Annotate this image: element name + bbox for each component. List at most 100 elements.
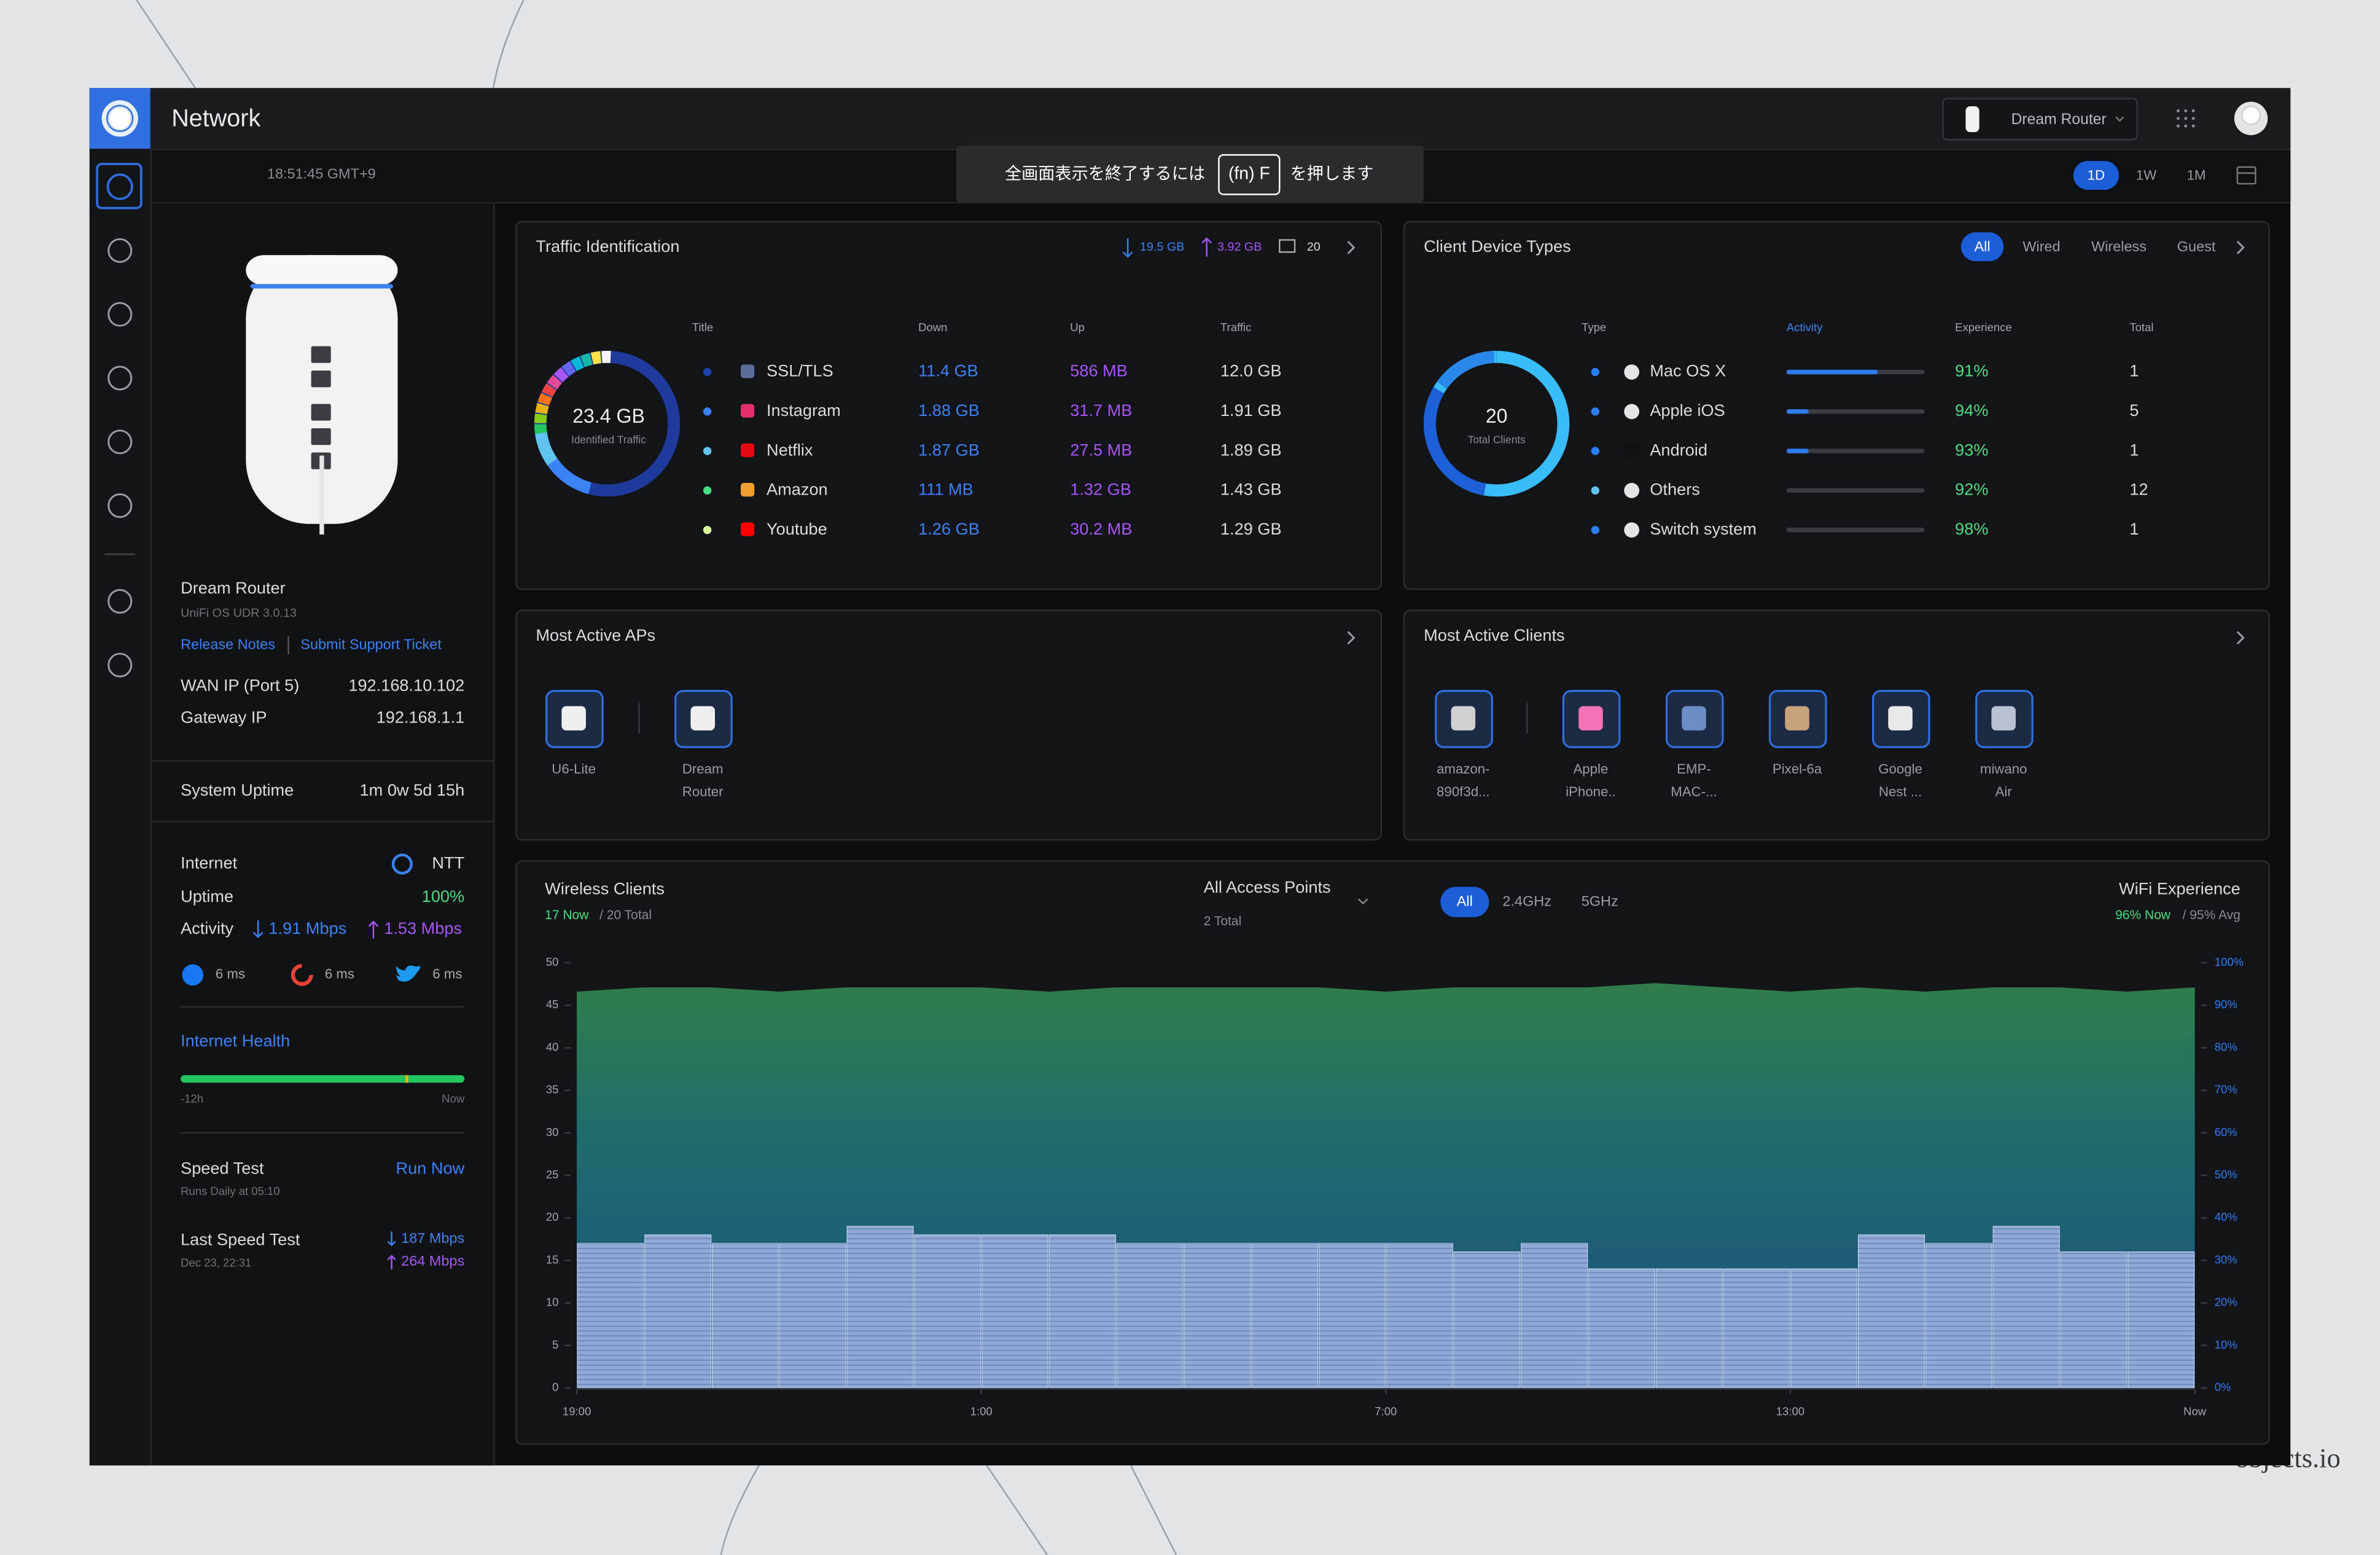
link[interactable]: Submit Support Ticket <box>300 636 442 652</box>
bar-texture <box>1251 1243 1318 1389</box>
filter-button[interactable]: Guest <box>2177 238 2216 254</box>
column-header: Title <box>692 321 713 334</box>
traffic-up: 3.92 GB <box>1217 240 1262 254</box>
app-title: Network <box>171 105 260 132</box>
y-tick-label: 0 <box>552 1381 558 1393</box>
legend-dot <box>1591 447 1600 455</box>
range-button[interactable]: 1M <box>2187 168 2206 183</box>
ap-total: 2 Total <box>1204 914 1241 928</box>
chevron-right <box>1347 631 1356 645</box>
range-button[interactable]: 1D <box>2088 168 2105 183</box>
range-button[interactable]: 1W <box>2136 168 2156 183</box>
os-name: Others <box>1650 480 1700 499</box>
experience-avg: / 95% Avg <box>2182 908 2240 922</box>
twitter-icon <box>396 965 421 982</box>
y-tick-label: 50 <box>546 955 559 968</box>
top-bar <box>89 88 2291 149</box>
bar-texture <box>1184 1243 1250 1389</box>
total-value: 5 <box>2129 401 2139 420</box>
chart-title-right: WiFi Experience <box>2119 879 2241 898</box>
bar-texture <box>1588 1269 1655 1389</box>
card <box>515 609 1383 841</box>
nav-icon <box>107 589 133 614</box>
os-icon <box>1624 522 1640 538</box>
donut-segment <box>547 458 592 495</box>
donut-segment <box>534 424 547 434</box>
legend-dot <box>703 447 712 455</box>
activity-track <box>1786 448 1925 453</box>
section-link[interactable]: Internet Health <box>181 1031 290 1050</box>
filter-button[interactable]: All <box>1974 238 1990 254</box>
band-button[interactable]: 2.4GHz <box>1502 893 1551 909</box>
bar-texture <box>1049 1234 1116 1389</box>
field-note: Runs Daily at 05:10 <box>181 1185 280 1197</box>
legend-dot <box>703 367 712 377</box>
card <box>515 221 1383 590</box>
donut-segment <box>1424 387 1486 496</box>
bar-texture <box>577 1243 644 1389</box>
experience-value: 93% <box>1955 440 1988 459</box>
field-label: Activity <box>181 919 233 938</box>
app-icon <box>740 482 755 497</box>
column-header: Experience <box>1955 321 2012 334</box>
up-value: 30.2 MB <box>1070 519 1132 538</box>
ap-filter[interactable]: All Access Points <box>1204 877 1331 896</box>
donut-total: 23.4 GB <box>572 405 645 427</box>
filter-button[interactable]: Wired <box>2023 238 2060 254</box>
bar-texture <box>1723 1269 1790 1389</box>
avatar-inner <box>2241 105 2261 125</box>
column-header: Down <box>918 321 947 334</box>
device-name: Dream Router <box>181 578 286 597</box>
os-icon <box>1624 482 1640 498</box>
app-name: Amazon <box>767 480 828 499</box>
column-header: Activity <box>1787 321 1823 334</box>
device-glyph <box>690 706 715 730</box>
donut-segment <box>571 356 584 372</box>
bar-texture <box>1656 1269 1723 1389</box>
donut-segment <box>535 402 549 415</box>
down-value: 111 MB <box>918 480 973 499</box>
donut-segment <box>534 413 547 423</box>
band-button[interactable]: All <box>1457 893 1473 909</box>
donut-label: Total Clients <box>1468 433 1526 445</box>
field-value: 100% <box>422 887 464 906</box>
bar-texture <box>847 1226 913 1389</box>
activity-track <box>1786 527 1925 533</box>
arrow-up <box>1201 237 1212 257</box>
experience-value: 92% <box>1955 480 1988 499</box>
link[interactable]: Release Notes <box>181 636 275 652</box>
activity-down: 1.91 Mbps <box>268 919 346 938</box>
health-bar <box>181 1075 465 1083</box>
chart-title: Wireless Clients <box>545 879 665 898</box>
field-value: 192.168.10.102 <box>348 675 464 694</box>
clock: 18:51:45 GMT+9 <box>267 165 376 181</box>
bar-texture <box>2128 1251 2195 1389</box>
device-label: 890f3d... <box>1437 784 1490 799</box>
filter-button[interactable]: Wireless <box>2091 238 2147 254</box>
range-active <box>2073 160 2119 190</box>
total-value: 1 <box>2129 440 2139 459</box>
field-value: NTT <box>432 853 464 872</box>
run-now-button[interactable]: Run Now <box>396 1158 464 1177</box>
bar-texture <box>1454 1251 1520 1389</box>
app-icon <box>740 522 755 536</box>
arrow-down <box>252 920 263 938</box>
nav-rail <box>89 149 150 1466</box>
donut-segment <box>553 367 569 383</box>
apps-dot <box>2191 109 2195 112</box>
apps-dot <box>2176 117 2180 120</box>
y-tick-label: 5 <box>552 1338 558 1351</box>
y2-tick-label: 90% <box>2215 998 2238 1011</box>
y-tick-label: 45 <box>546 998 559 1011</box>
donut-segment <box>580 353 593 367</box>
activity-track <box>1786 409 1925 414</box>
device-label: iPhone.. <box>1566 784 1616 799</box>
router-top <box>246 255 398 286</box>
device-selector-label[interactable]: Dream Router <box>2011 111 2106 128</box>
band-button[interactable]: 5GHz <box>1582 893 1618 909</box>
device-glyph <box>1991 706 2016 730</box>
activity-bar <box>1786 409 1809 414</box>
y-tick-label: 40 <box>546 1040 559 1053</box>
up-value: 586 MB <box>1070 361 1128 380</box>
